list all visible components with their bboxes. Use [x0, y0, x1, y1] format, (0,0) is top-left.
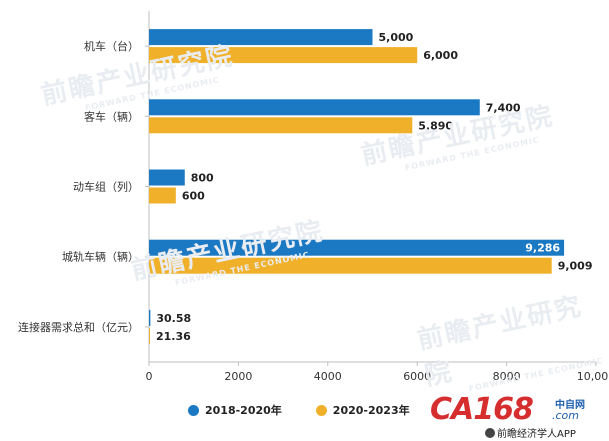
x-tick-label: 10,000 — [577, 370, 609, 383]
x-tick-label: 0 — [146, 370, 153, 383]
app-icon — [485, 428, 495, 438]
logo-app-text: 前瞻经济学人APP — [485, 425, 576, 440]
x-tick-label: 6000 — [403, 370, 431, 383]
legend-label-series-1: 2018-2020年 — [205, 404, 282, 417]
bar-series-2 — [149, 257, 552, 274]
data-label-series-1: 9,286 — [525, 242, 560, 255]
logo-com-text: .com — [552, 409, 579, 422]
bar-series-1 — [149, 309, 151, 326]
chart-legend: 2018-2020年 2020-2023年 — [188, 402, 410, 418]
data-label-series-2: 600 — [182, 190, 205, 203]
logo-app-label: 前瞻经济学人APP — [497, 429, 576, 440]
bar-series-2 — [149, 327, 150, 344]
data-label-series-2: 5,890 — [418, 119, 453, 132]
bar-series-1 — [149, 29, 373, 46]
data-label-series-1: 30.58 — [156, 312, 191, 325]
ca168-logo: CA168 中自网 .com 前瞻经济学人APP — [430, 392, 605, 440]
legend-label-series-2: 2020-2023年 — [332, 404, 410, 417]
bar-series-1 — [149, 169, 185, 186]
legend-item-series-2: 2020-2023年 — [315, 402, 410, 418]
data-label-series-1: 800 — [191, 172, 214, 185]
y-category-label: 城轨车辆（辆） — [62, 250, 139, 264]
data-label-series-1: 5,000 — [379, 31, 414, 44]
x-tick-label: 8000 — [493, 370, 521, 383]
bar-series-1 — [149, 99, 480, 116]
logo-main-text: CA168 — [430, 392, 534, 427]
legend-swatch-series-1 — [188, 404, 199, 416]
y-category-label: 机车（台） — [84, 39, 139, 53]
legend-swatch-series-2 — [315, 404, 327, 416]
data-label-series-2: 6,000 — [423, 49, 458, 62]
y-category-label: 连接器需求总和（亿元） — [18, 320, 139, 334]
bar-series-2 — [149, 47, 418, 64]
bar-series-2 — [149, 187, 176, 204]
data-label-series-2: 21.36 — [156, 330, 191, 343]
bar-series-1 — [149, 239, 565, 256]
x-tick-label: 4000 — [314, 370, 342, 383]
data-label-series-1: 7,400 — [486, 101, 521, 114]
y-category-label: 动车组（列） — [73, 180, 139, 194]
bar-series-2 — [149, 117, 413, 134]
legend-item-series-1: 2018-2020年 — [188, 402, 282, 418]
y-category-label: 客车（辆） — [84, 109, 139, 123]
data-label-series-2: 9,009 — [558, 260, 593, 273]
x-tick-label: 2000 — [224, 370, 252, 383]
logo-cn-text: 中自网 — [555, 400, 585, 411]
